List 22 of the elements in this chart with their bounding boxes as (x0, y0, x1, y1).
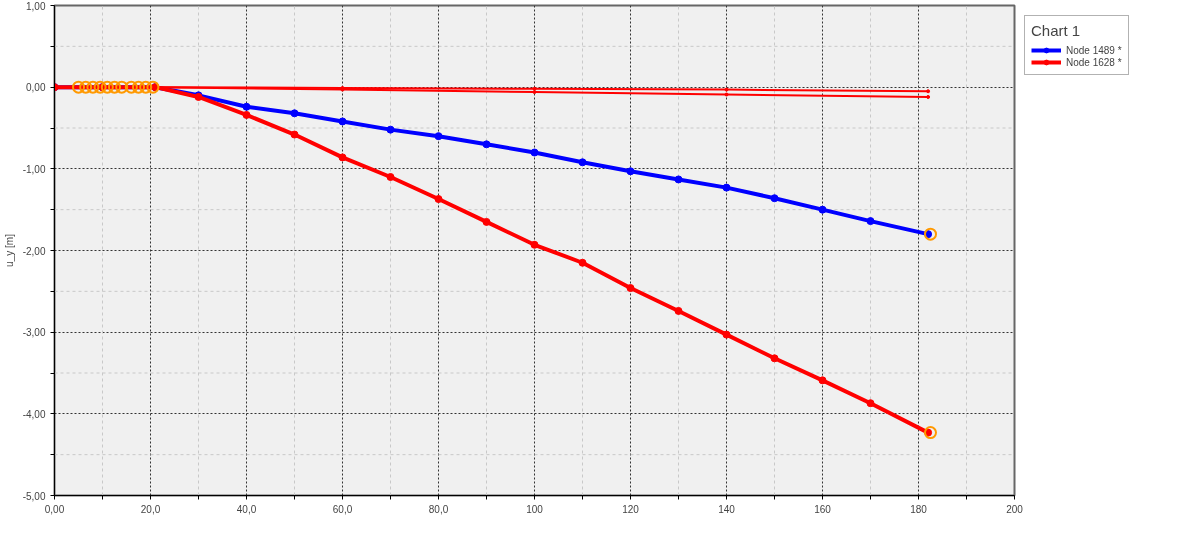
y-tick-label: -3,00 (22, 327, 46, 339)
x-tick-label: 20,0 (140, 503, 161, 515)
x-tick-label: 140 (718, 503, 736, 515)
x-tick-label: 100 (526, 503, 544, 515)
x-tick-label: 120 (622, 503, 640, 515)
x-tick-label: 200 (1006, 503, 1024, 515)
x-tick-label: 80,0 (428, 503, 449, 515)
y-tick-label: -1,00 (22, 163, 46, 175)
x-tick-label: 160 (814, 503, 832, 515)
y-axis-title: u_y [m] (3, 233, 15, 267)
x-tick-label: 60,0 (332, 503, 353, 515)
y-tick-label: -4,00 (22, 408, 46, 420)
x-tick-label: 180 (910, 503, 928, 515)
legend-label: Node 1628 * (1066, 56, 1122, 68)
x-tick-label: 0,00 (44, 503, 65, 515)
x-tick-label: 40,0 (236, 503, 257, 515)
y-tick-label: 1,00 (26, 0, 46, 12)
y-tick-label: 0,00 (26, 82, 46, 94)
legend-title: Chart 1 (1031, 22, 1082, 39)
y-tick-label: -5,00 (22, 490, 46, 502)
y-tick-label: -2,00 (22, 245, 46, 257)
legend-label: Node 1489 * (1066, 44, 1122, 56)
